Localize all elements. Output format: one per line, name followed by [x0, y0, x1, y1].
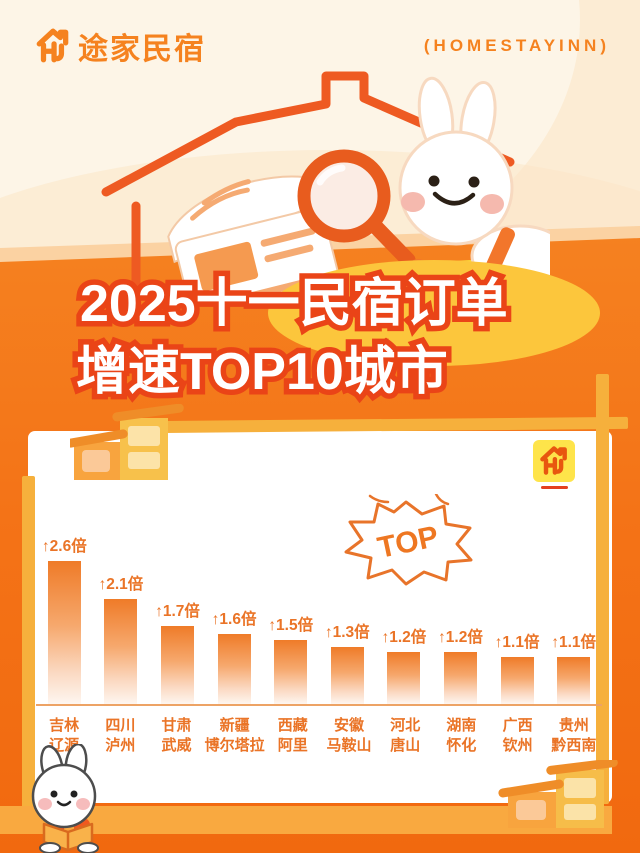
title-line1-outline: 2025十一民宿订单 [75, 273, 514, 336]
title-line1-text: 2025十一民宿订单 [80, 275, 508, 333]
bars-row: ↑2.6倍 ↑2.1倍 ↑1.7倍 ↑1.6倍 ↑1.5倍 ↑1.3倍 ↑1.2倍 ↑1.2倍… [36, 538, 602, 706]
bar-value-label: ↑2.6倍 [41, 538, 87, 555]
city-labels-row: 吉林 辽源 四川 泸州 甘肃 武威 新疆 博尔塔拉 西藏 阿里 安徽 马鞍山 河北 唐山 湖南 怀化 广西 钦州贵… [36, 716, 602, 755]
house-logo-icon [540, 446, 567, 475]
city-label: 河北 唐山 [390, 717, 421, 754]
bar-value-label: ↑1.2倍 [438, 629, 483, 646]
brand-logo: 途家民宿 [34, 24, 206, 68]
bar [47, 561, 81, 704]
bar [443, 652, 477, 704]
title-highlight-ellipse [268, 260, 600, 366]
bar [330, 647, 364, 704]
bar [387, 652, 421, 704]
bar-value-label: ↑1.7倍 [155, 603, 200, 620]
magnifier-icon [297, 149, 441, 292]
bar [104, 599, 138, 704]
bar-column: ↑1.2倍 [376, 542, 433, 704]
bar-value-label: ↑1.1倍 [494, 634, 540, 651]
title-line2-text: 增速TOP10城市 [76, 343, 448, 401]
house-icon [70, 404, 184, 480]
bar-value-label: ↑1.5倍 [268, 617, 314, 634]
bar-column: ↑1.5倍 [262, 542, 319, 704]
city-label: 新疆 博尔塔拉 [204, 717, 265, 754]
bar-chart: ↑2.6倍 ↑2.1倍 ↑1.7倍 ↑1.6倍 ↑1.5倍 ↑1.3倍 ↑1.2倍 ↑1.2倍… [36, 538, 602, 755]
city-label: 四川 泸州 [105, 717, 136, 754]
bar [160, 626, 194, 704]
brand-name: 途家民宿 [78, 33, 206, 66]
top-badge: TOP [344, 494, 473, 586]
city-label: 甘肃 武威 [161, 717, 192, 754]
card-frame-left [22, 476, 35, 824]
bar-value-label: ↑1.3倍 [324, 624, 370, 641]
card-logo-underline [541, 486, 568, 489]
card-frame-right [596, 374, 609, 804]
title-line2-outline: 增速TOP10城市 [71, 341, 454, 404]
bar-value-label: ↑1.2倍 [381, 629, 427, 646]
bar [217, 634, 251, 704]
city-label: 安徽 马鞍山 [326, 717, 372, 754]
city-label: 广西 钦州 [502, 717, 533, 754]
city-label: 贵州 黔西南 [551, 717, 597, 754]
bar-column: ↑2.1倍 [93, 542, 150, 704]
house-logo-icon [36, 28, 69, 63]
city-label: 湖南 怀化 [446, 717, 477, 754]
rabbit-mascot [398, 76, 550, 288]
bar [274, 640, 308, 704]
poster-title-line1: 2025十一民宿订单 2025十一民宿订单 [75, 273, 514, 336]
bar-value-label: ↑1.1倍 [551, 634, 597, 651]
bar-value-label: ↑2.1倍 [98, 576, 144, 593]
bar-column: ↑1.7倍 [149, 542, 206, 704]
bar-column: ↑1.1倍 [489, 542, 546, 704]
card-logo-badge [533, 440, 575, 482]
reading-rabbit-mascot [31, 744, 99, 853]
poster-title-line2: 增速TOP10城市 增速TOP10城市 [71, 341, 454, 404]
bar [557, 657, 591, 704]
bar [500, 657, 534, 704]
bar-column: ↑2.6倍 [36, 538, 93, 704]
bar-value-label: ↑1.6倍 [211, 611, 257, 628]
bar-column: ↑1.1倍 [545, 542, 602, 704]
bar-column: ↑1.6倍 [206, 542, 263, 704]
bar-column: ↑1.3倍 [319, 542, 376, 704]
house-icon [498, 760, 618, 828]
bar-column: ↑1.2倍 [432, 542, 489, 704]
brand-name-en: (HOMESTAYINN) [423, 36, 610, 55]
city-label: 西藏 阿里 [277, 717, 308, 754]
